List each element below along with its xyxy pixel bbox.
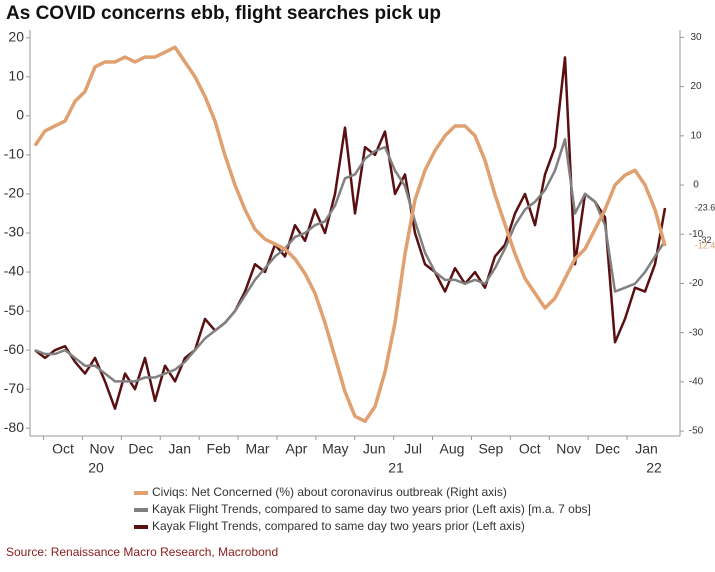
x-tick-label: Jan [635,441,658,457]
x-tick-label: May [322,441,348,457]
x-tick-label: Sep [478,441,503,457]
x-tick-label: Apr [286,441,308,457]
legend-swatch [134,508,148,512]
legend-label: Civiqs: Net Concerned (%) about coronavi… [152,485,507,499]
x-tick-label: Jul [404,441,422,457]
y2-tick-label: -30 [689,327,704,338]
y2-tick-label: -20 [689,278,704,289]
y2-tick-label: -50 [689,426,704,437]
series-line [33,45,667,423]
y2-tick-label: -10 [689,229,704,240]
x-year-label: 21 [388,460,404,476]
x-year-label: 20 [88,460,104,476]
y2-tick-label: 20 [690,81,702,92]
end-label: -12.4 [695,240,715,250]
x-tick-label: Feb [207,441,231,457]
x-tick-label: Jan [168,441,191,457]
y-tick-label: 0 [16,107,24,123]
source: Source: Renaissance Macro Research, Macr… [6,545,278,559]
series-line [34,56,667,410]
x-tick-label: Dec [128,441,153,457]
x-year-label: 22 [646,460,662,476]
x-tick-label: Dec [595,441,620,457]
y2-tick-label: -40 [689,377,704,388]
legend-swatch [134,491,148,495]
y-tick-label: -70 [4,380,24,396]
y-tick-label: 20 [8,29,24,45]
end-label: -32 [698,235,711,245]
x-tick-label: Aug [440,441,465,457]
x-tick-label: Nov [89,441,114,457]
y-tick-label: -30 [4,224,24,240]
series-line [34,138,667,383]
y-tick-label: -60 [4,341,24,357]
y-tick-label: 10 [8,68,24,84]
x-tick-label: Oct [519,441,541,457]
x-tick-label: Oct [52,441,74,457]
y-tick-label: -40 [4,263,24,279]
y-tick-label: -10 [4,146,24,162]
legend-label: Kayak Flight Trends, compared to same da… [152,519,525,533]
y2-tick-label: 30 [690,32,702,43]
y2-tick-label: 0 [693,180,699,191]
end-label: -23.6 [695,202,715,212]
y2-tick-label: 10 [690,130,702,141]
x-tick-label: Nov [556,441,581,457]
y-tick-label: -80 [4,419,24,435]
x-tick-label: Mar [245,441,269,457]
y-tick-label: -50 [4,302,24,318]
x-tick-label: Jun [363,441,386,457]
legend-label: Kayak Flight Trends, compared to same da… [152,502,591,516]
legend-swatch [134,525,148,529]
y-tick-label: -20 [4,185,24,201]
chart-title: As COVID concerns ebb, flight searches p… [6,3,441,24]
